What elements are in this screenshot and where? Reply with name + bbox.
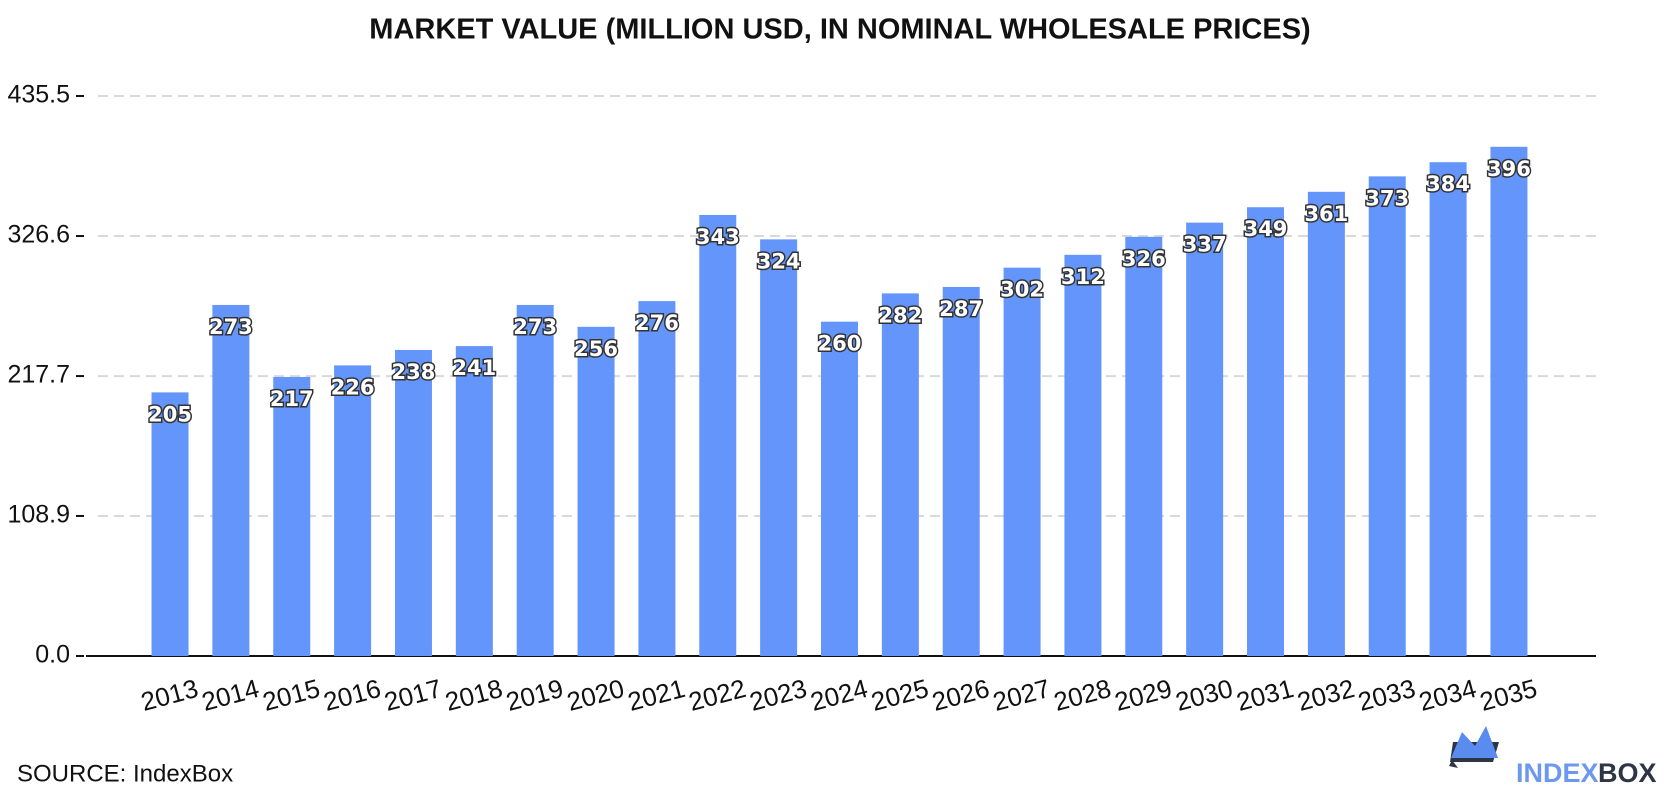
- x-tick-label: 2025: [868, 673, 932, 717]
- x-tick-label: 2024: [807, 673, 871, 717]
- bar: [1490, 146, 1528, 657]
- x-tick-label: 2020: [564, 673, 628, 717]
- source: SOURCE: IndexBox: [17, 760, 233, 787]
- value-label: 282: [878, 303, 922, 327]
- x-tick-label: 2028: [1051, 673, 1115, 717]
- x-tick-label: 2035: [1477, 673, 1541, 717]
- y-tick-label: 326.6: [7, 221, 70, 249]
- bar: [212, 304, 250, 656]
- logo-icon: [1449, 726, 1499, 768]
- value-label: 302: [1000, 278, 1044, 302]
- value-label: 312: [1061, 265, 1105, 289]
- bar: [820, 321, 858, 656]
- value-label: 287: [939, 297, 983, 321]
- x-tick-label: 2031: [1233, 673, 1297, 717]
- x-tick-label: 2017: [381, 673, 445, 717]
- x-tick-label: 2027: [990, 673, 1054, 717]
- value-label: 361: [1304, 202, 1348, 226]
- value-label: 337: [1183, 233, 1227, 257]
- y-tick-label: 435.5: [7, 81, 70, 109]
- bar: [1307, 191, 1345, 657]
- x-tick-label: 2033: [1355, 673, 1419, 717]
- bar: [1003, 267, 1041, 656]
- value-label: 260: [818, 332, 862, 356]
- value-label: 205: [148, 402, 192, 426]
- bar: [942, 286, 980, 656]
- x-tick-label: 2015: [259, 673, 323, 717]
- value-label: 241: [452, 356, 496, 380]
- value-label: 349: [1244, 217, 1288, 241]
- bar: [1186, 222, 1224, 657]
- value-label: 217: [270, 387, 314, 411]
- y-tick-label: 217.7: [7, 361, 70, 389]
- bar: [516, 304, 554, 656]
- value-label: 238: [392, 360, 436, 384]
- value-label: 373: [1365, 186, 1409, 210]
- x-tick-label: 2022: [685, 673, 749, 717]
- x-tick-label: 2034: [1416, 673, 1480, 717]
- x-tick-label: 2014: [199, 673, 263, 717]
- bar: [273, 376, 311, 656]
- value-label: 273: [209, 315, 253, 339]
- bar: [394, 349, 432, 656]
- logo-text: BOX: [1598, 758, 1657, 788]
- x-tick-label: 2026: [929, 673, 993, 717]
- bar: [699, 214, 737, 657]
- bar: [1064, 254, 1102, 656]
- value-label: 226: [331, 375, 375, 399]
- bar: [151, 392, 189, 656]
- x-tick-label: 2016: [320, 673, 384, 717]
- value-label: 324: [757, 249, 801, 273]
- y-tick-label: 108.9: [7, 501, 70, 529]
- x-tick-label: 2018: [442, 673, 506, 717]
- x-tick-label: 2030: [1172, 673, 1236, 717]
- bar: [1247, 207, 1285, 657]
- value-label: 256: [574, 337, 618, 361]
- x-tick-label: 2023: [746, 673, 810, 717]
- value-label: 276: [635, 311, 679, 335]
- bar: [1368, 176, 1406, 656]
- y-tick-label: 0.0: [35, 641, 70, 669]
- bar: [455, 346, 493, 656]
- bar: [577, 326, 615, 656]
- value-label: 343: [696, 225, 740, 249]
- value-label: 384: [1426, 172, 1470, 196]
- bar: [760, 239, 798, 656]
- bar: [1125, 236, 1163, 656]
- x-tick-label: 2032: [1294, 673, 1358, 717]
- bar: [638, 301, 676, 656]
- bar: [1429, 162, 1467, 657]
- bar: [334, 365, 372, 656]
- x-tick-label: 2021: [625, 673, 689, 717]
- value-label: 273: [513, 315, 557, 339]
- x-tick-label: 2019: [503, 673, 567, 717]
- value-label: 326: [1122, 247, 1166, 271]
- x-tick-label: 2029: [1111, 673, 1175, 717]
- bar: [881, 293, 919, 656]
- value-label: 396: [1487, 157, 1531, 181]
- logo-text: INDEX: [1516, 758, 1599, 788]
- chart-title: MARKET VALUE (MILLION USD, IN NOMINAL WH…: [369, 14, 1310, 46]
- x-tick-label: 2013: [138, 673, 202, 717]
